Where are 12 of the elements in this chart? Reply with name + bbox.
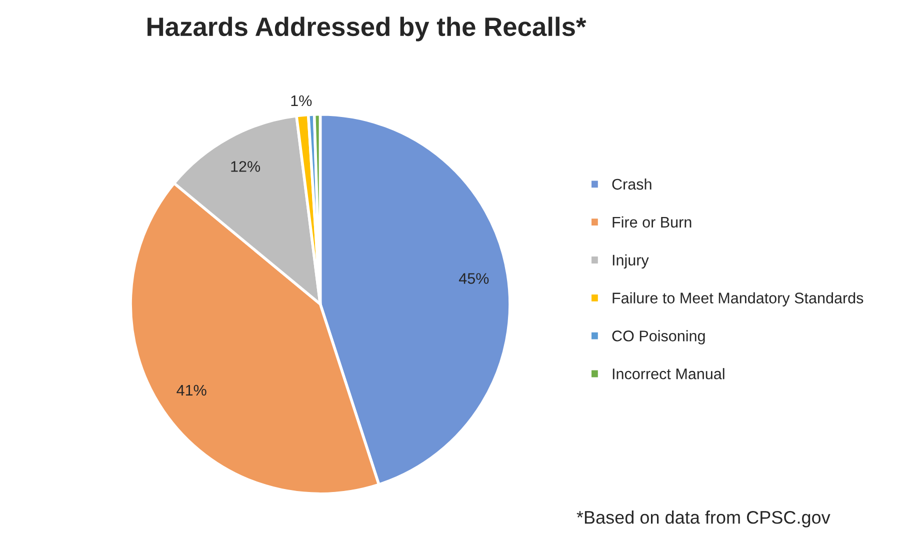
legend-label: CO Poisoning bbox=[612, 330, 705, 344]
legend-label: Crash bbox=[612, 178, 652, 190]
chart-title: Hazards Addressed by the Recalls* bbox=[148, 16, 586, 42]
data-label: 41% bbox=[176, 384, 206, 396]
legend-label: Incorrect Manual bbox=[612, 368, 724, 380]
legend-label: Injury bbox=[612, 254, 649, 269]
legend-label: Failure to Meet Mandatory Standards bbox=[612, 292, 864, 306]
data-label: 45% bbox=[458, 273, 489, 284]
data-label: 12% bbox=[231, 161, 260, 172]
legend-label: Fire or Burn bbox=[612, 216, 692, 228]
text: *Based on data from CPSC.gov bbox=[576, 510, 830, 528]
data-label: 1% bbox=[291, 95, 312, 106]
